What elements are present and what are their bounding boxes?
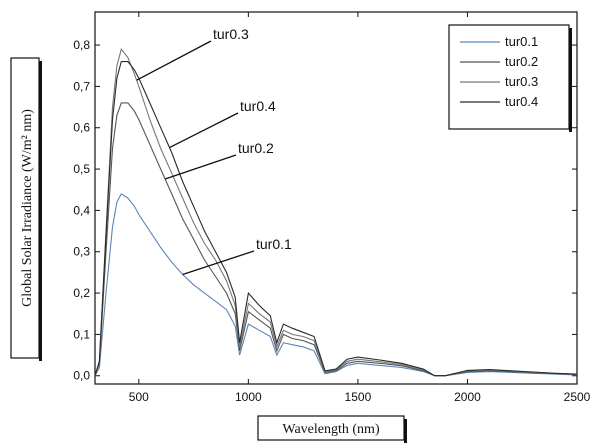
annotation-label: tur0.3 <box>213 26 249 42</box>
x-axis-title-box: Wavelength (nm) <box>257 415 407 443</box>
y-tick-label: 0,1 <box>73 327 90 341</box>
y-tick-label: 0,5 <box>73 162 90 176</box>
legend-label: tur0.1 <box>505 34 538 49</box>
legend-label: tur0.2 <box>505 54 538 69</box>
x-tick-label: 1000 <box>235 390 262 404</box>
y-tick-label: 0,0 <box>73 369 90 383</box>
legend: tur0.1 tur0.2 tur0.3 tur0.4 <box>448 24 572 132</box>
legend-label: tur0.3 <box>505 74 538 89</box>
legend-label: tur0.4 <box>505 94 538 109</box>
y-axis: 0,0 0,1 0,2 0,3 0,4 0,5 0,6 0,7 0,8 <box>73 38 577 383</box>
series-line-tur0-1 <box>94 193 578 377</box>
y-tick-label: 0,7 <box>73 79 90 93</box>
series-layer <box>94 48 578 377</box>
y-axis-title-box: Global Solar Irradiance (W/m² nm) <box>10 57 42 361</box>
annotation-label: tur0.2 <box>238 140 274 156</box>
annotation-layer: tur0.3 tur0.4 tur0.2 tur0.1 <box>136 26 292 276</box>
annotation-arrow <box>136 40 212 81</box>
y-tick-label: 0,4 <box>73 203 90 217</box>
plot-frame <box>94 11 578 385</box>
annotation-arrow <box>169 112 239 149</box>
x-tick-label: 500 <box>129 390 149 404</box>
x-tick-label: 2000 <box>454 390 481 404</box>
annotation-label: tur0.1 <box>256 236 292 252</box>
annotation-arrow <box>164 154 237 180</box>
annotation-label: tur0.4 <box>240 98 276 114</box>
y-tick-label: 0,2 <box>73 286 90 300</box>
x-tick-label: 2500 <box>564 390 591 404</box>
y-tick-label: 0,3 <box>73 245 90 259</box>
series-line-tur0-4 <box>94 61 578 377</box>
x-axis-title: Wavelength (nm) <box>282 422 380 437</box>
y-axis-title: Global Solar Irradiance (W/m² nm) <box>20 109 35 307</box>
annotation-arrow <box>182 250 255 276</box>
y-tick-label: 0,8 <box>73 38 90 52</box>
y-tick-label: 0,6 <box>73 121 90 135</box>
x-axis: 500 1000 1500 2000 2500 <box>129 12 591 404</box>
x-tick-label: 1500 <box>345 390 372 404</box>
